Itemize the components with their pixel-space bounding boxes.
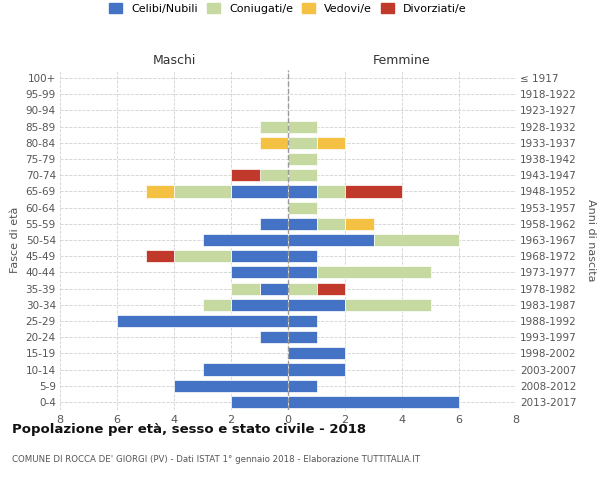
Bar — [317, 137, 345, 149]
Bar — [260, 169, 288, 181]
Bar — [260, 218, 288, 230]
Bar — [231, 396, 288, 408]
Bar — [146, 186, 174, 198]
Bar — [288, 298, 345, 311]
Bar — [174, 250, 231, 262]
Bar — [288, 380, 317, 392]
Bar — [288, 348, 345, 360]
Bar — [231, 298, 288, 311]
Bar — [288, 266, 317, 278]
Bar — [231, 282, 260, 294]
Bar — [260, 331, 288, 343]
Bar — [174, 186, 231, 198]
Bar — [288, 120, 317, 132]
Bar — [288, 396, 459, 408]
Text: Femmine: Femmine — [373, 54, 431, 68]
Text: Maschi: Maschi — [152, 54, 196, 68]
Bar — [288, 186, 317, 198]
Bar — [203, 234, 288, 246]
Bar — [288, 364, 345, 376]
Bar — [146, 250, 174, 262]
Bar — [288, 137, 317, 149]
Bar — [317, 218, 345, 230]
Bar — [345, 186, 402, 198]
Bar — [373, 234, 459, 246]
Bar — [231, 250, 288, 262]
Bar — [203, 364, 288, 376]
Bar — [317, 186, 345, 198]
Bar — [260, 282, 288, 294]
Y-axis label: Anni di nascita: Anni di nascita — [586, 198, 596, 281]
Bar — [288, 331, 317, 343]
Bar — [288, 218, 317, 230]
Bar — [317, 282, 345, 294]
Text: COMUNE DI ROCCA DE' GIORGI (PV) - Dati ISTAT 1° gennaio 2018 - Elaborazione TUTT: COMUNE DI ROCCA DE' GIORGI (PV) - Dati I… — [12, 455, 420, 464]
Bar — [203, 298, 231, 311]
Bar — [345, 298, 431, 311]
Bar — [288, 315, 317, 327]
Bar — [288, 250, 317, 262]
Legend: Celibi/Nubili, Coniugati/e, Vedovi/e, Divorziati/e: Celibi/Nubili, Coniugati/e, Vedovi/e, Di… — [105, 0, 471, 18]
Bar — [288, 169, 317, 181]
Bar — [288, 282, 317, 294]
Bar — [231, 266, 288, 278]
Bar — [260, 137, 288, 149]
Bar — [317, 266, 431, 278]
Bar — [260, 120, 288, 132]
Text: Popolazione per età, sesso e stato civile - 2018: Popolazione per età, sesso e stato civil… — [12, 422, 366, 436]
Bar — [117, 315, 288, 327]
Bar — [231, 169, 260, 181]
Bar — [174, 380, 288, 392]
Bar — [288, 153, 317, 165]
Bar — [288, 234, 373, 246]
Bar — [345, 218, 373, 230]
Y-axis label: Fasce di età: Fasce di età — [10, 207, 20, 273]
Bar — [231, 186, 288, 198]
Bar — [288, 202, 317, 213]
